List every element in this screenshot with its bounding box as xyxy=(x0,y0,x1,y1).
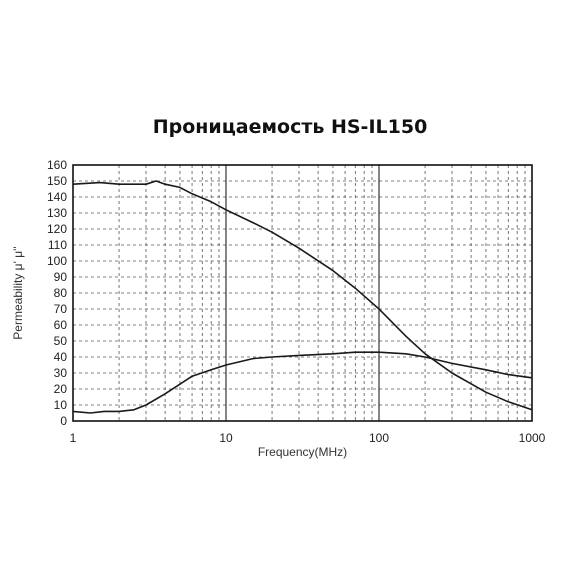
y-tick-label: 50 xyxy=(54,334,68,348)
y-tick-label: 140 xyxy=(47,190,67,204)
axes xyxy=(72,164,533,422)
y-tick-label: 70 xyxy=(54,302,68,316)
y-tick-label: 150 xyxy=(47,174,67,188)
y-tick-label: 160 xyxy=(47,158,67,172)
y-tick-label: 0 xyxy=(60,414,67,428)
y-tick-label: 100 xyxy=(47,254,67,268)
labels: 0102030405060708090100110120130140150160… xyxy=(11,158,546,459)
y-tick-label: 130 xyxy=(47,206,67,220)
series-line-1 xyxy=(72,180,533,411)
series-line-2 xyxy=(72,351,533,414)
series-layer xyxy=(72,180,533,414)
y-tick-label: 30 xyxy=(54,366,68,380)
y-tick-label: 90 xyxy=(54,270,68,284)
y-axis-label: Permeability μ' μ'' xyxy=(11,246,25,339)
plot-frame xyxy=(72,164,533,422)
x-tick-label: 1000 xyxy=(519,431,546,445)
y-tick-label: 120 xyxy=(47,222,67,236)
x-tick-label: 1 xyxy=(70,431,77,445)
chart-title: Проницаемость HS-IL150 xyxy=(152,116,428,138)
grid xyxy=(73,165,532,421)
y-tick-label: 20 xyxy=(54,382,68,396)
y-tick-label: 40 xyxy=(54,350,68,364)
x-tick-label: 10 xyxy=(219,431,233,445)
x-axis-label: Frequency(MHz) xyxy=(258,445,347,459)
y-tick-label: 10 xyxy=(54,398,68,412)
y-tick-label: 110 xyxy=(48,238,67,252)
y-tick-label: 80 xyxy=(54,286,68,300)
x-tick-label: 100 xyxy=(369,431,389,445)
y-tick-label: 60 xyxy=(54,318,68,332)
